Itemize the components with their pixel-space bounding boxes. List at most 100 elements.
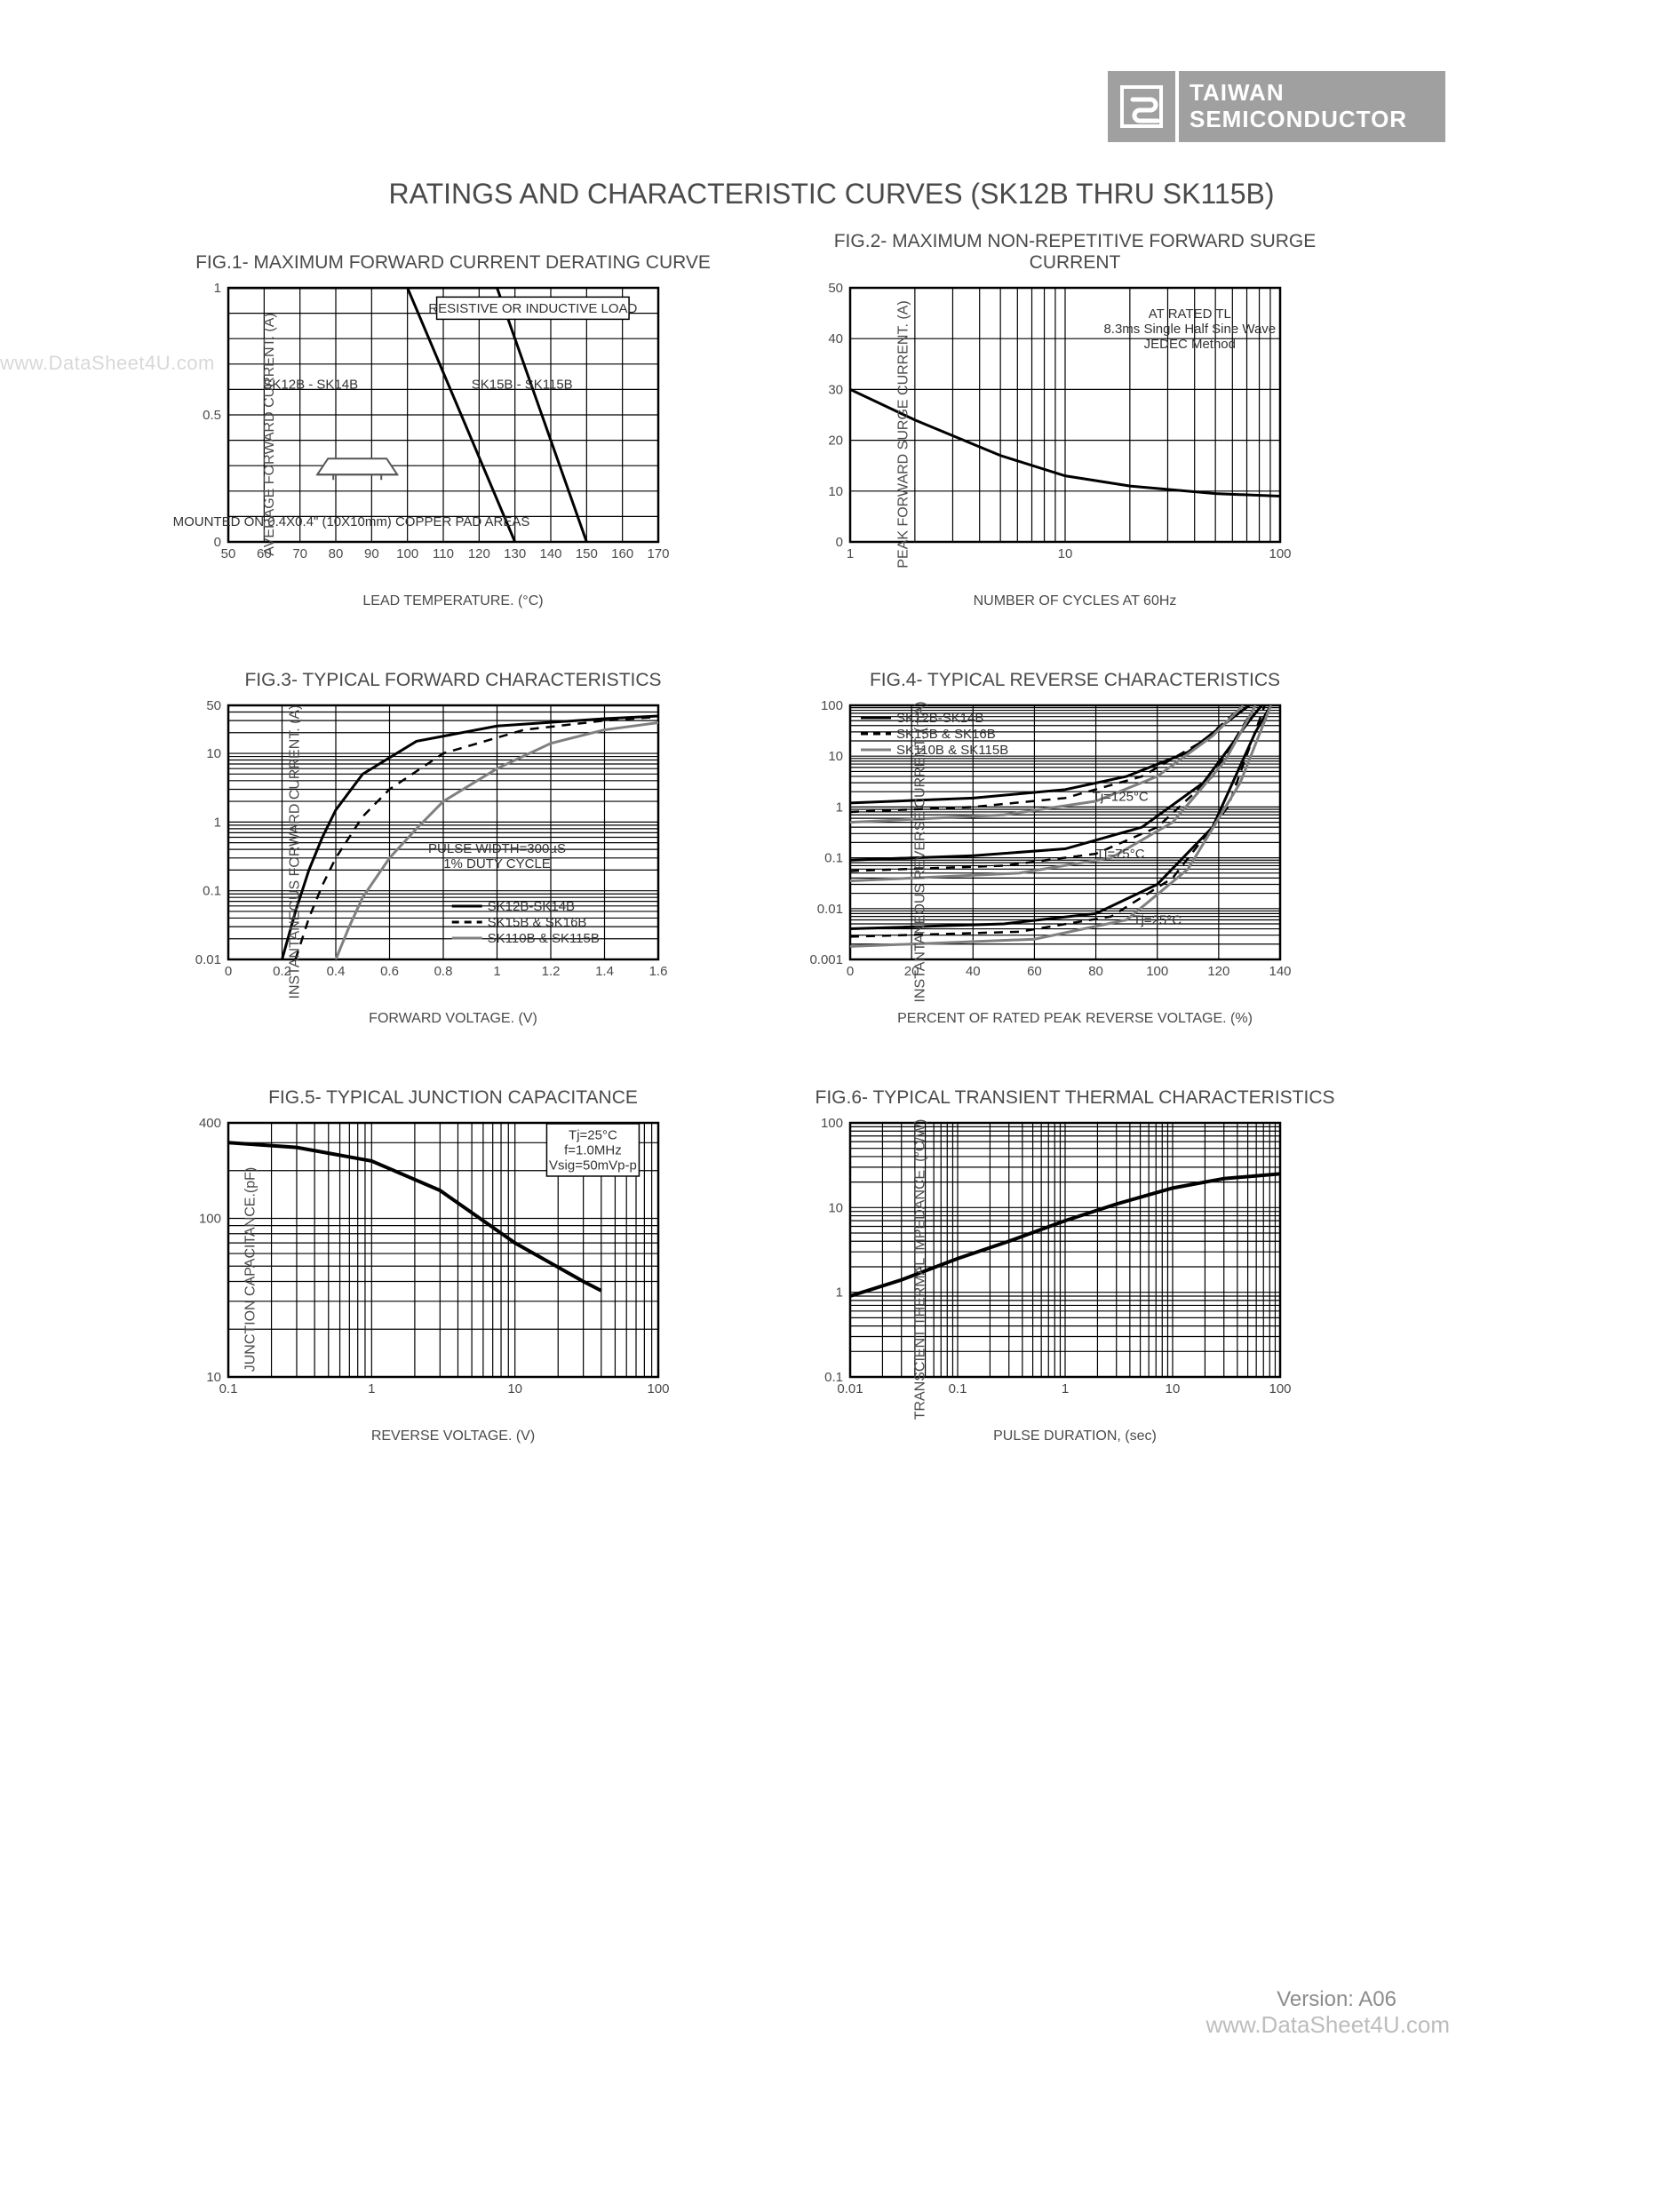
fig4-plot: INSTANTANEOUS REVERSE CURRENT. (mA) 0204… <box>795 696 1355 1007</box>
svg-text:0.5: 0.5 <box>203 408 221 423</box>
svg-text:400: 400 <box>199 1116 221 1131</box>
brand-logo: TAIWAN SEMICONDUCTOR <box>1108 71 1445 142</box>
svg-text:100: 100 <box>396 546 418 561</box>
svg-text:1: 1 <box>214 281 221 296</box>
svg-text:160: 160 <box>611 546 633 561</box>
svg-text:40: 40 <box>966 964 981 979</box>
svg-text:f=1.0MHz: f=1.0MHz <box>564 1142 622 1158</box>
svg-text:20: 20 <box>828 434 843 449</box>
svg-text:RESISTIVE OR INDUCTIVE LOAD: RESISTIVE OR INDUCTIVE LOAD <box>428 301 637 316</box>
svg-text:10: 10 <box>1166 1381 1181 1396</box>
svg-text:SK12B-SK14B: SK12B-SK14B <box>488 899 575 914</box>
svg-text:Vsig=50mVp-p: Vsig=50mVp-p <box>549 1158 637 1173</box>
svg-text:100: 100 <box>1269 546 1291 561</box>
fig6-title: FIG.6- TYPICAL TRANSIENT THERMAL CHARACT… <box>795 1066 1355 1109</box>
svg-text:90: 90 <box>364 546 379 561</box>
svg-text:0.01: 0.01 <box>817 902 843 917</box>
fig3-title: FIG.3- TYPICAL FORWARD CHARACTERISTICS <box>173 648 733 691</box>
svg-text:PCB MOUNTED ON 0.4X0.4" (10X10: PCB MOUNTED ON 0.4X0.4" (10X10mm) COPPER… <box>173 514 529 529</box>
svg-text:10: 10 <box>828 749 843 764</box>
svg-text:130: 130 <box>504 546 526 561</box>
svg-text:40: 40 <box>828 331 843 346</box>
svg-text:10: 10 <box>206 746 221 761</box>
svg-text:100: 100 <box>1146 964 1168 979</box>
svg-text:150: 150 <box>576 546 598 561</box>
svg-text:0.01: 0.01 <box>195 952 221 967</box>
svg-text:0: 0 <box>847 964 854 979</box>
svg-text:0: 0 <box>836 535 843 550</box>
svg-text:30: 30 <box>828 383 843 398</box>
fig5-xlabel: REVERSE VOLTAGE. (V) <box>173 1428 733 1444</box>
page-title: RATINGS AND CHARACTERISTIC CURVES (SK12B… <box>0 178 1663 211</box>
fig4-chart: FIG.4- TYPICAL REVERSE CHARACTERISTICS I… <box>795 648 1355 1022</box>
svg-text:0.1: 0.1 <box>203 884 221 899</box>
fig3-plot: INSTANTANEOUS FORWARD CURRENT. (A) 00.20… <box>173 696 733 1007</box>
svg-text:1: 1 <box>836 800 843 815</box>
svg-text:60: 60 <box>1027 964 1042 979</box>
svg-text:1.6: 1.6 <box>649 964 668 979</box>
svg-text:JEDEC Method: JEDEC Method <box>1144 337 1236 352</box>
fig5-title: FIG.5- TYPICAL JUNCTION CAPACITANCE <box>173 1066 733 1109</box>
svg-text:Tj=25°C: Tj=25°C <box>1133 912 1182 927</box>
svg-text:PULSE WIDTH=300µS: PULSE WIDTH=300µS <box>428 841 566 856</box>
svg-text:50: 50 <box>828 281 843 296</box>
svg-text:0.1: 0.1 <box>824 851 843 866</box>
svg-text:10: 10 <box>507 1381 522 1396</box>
svg-text:100: 100 <box>1269 1381 1291 1396</box>
fig2-xlabel: NUMBER OF CYCLES AT 60Hz <box>795 593 1355 609</box>
fig6-plot: TRANSCIENT THERMAL IMPEDANCE. (°C/W) 0.0… <box>795 1114 1355 1425</box>
svg-text:Tj=125°C: Tj=125°C <box>1093 790 1149 805</box>
fig3-ylabel: INSTANTANEOUS FORWARD CURRENT. (A) <box>287 705 303 999</box>
svg-text:140: 140 <box>1269 964 1291 979</box>
fig1-xlabel: LEAD TEMPERATURE. (°C) <box>173 593 733 609</box>
svg-text:0.1: 0.1 <box>219 1381 238 1396</box>
svg-text:120: 120 <box>468 546 490 561</box>
logo-text: TAIWAN SEMICONDUCTOR <box>1179 71 1445 142</box>
fig6-ylabel: TRANSCIENT THERMAL IMPEDANCE. (°C/W) <box>912 1119 928 1420</box>
svg-text:0.1: 0.1 <box>949 1381 967 1396</box>
svg-text:10: 10 <box>206 1370 221 1385</box>
svg-text:80: 80 <box>329 546 344 561</box>
svg-text:SK110B & SK115B: SK110B & SK115B <box>488 931 600 946</box>
svg-text:1: 1 <box>214 815 221 830</box>
svg-text:80: 80 <box>1088 964 1103 979</box>
svg-text:100: 100 <box>821 698 843 713</box>
fig5-ylabel: JUNCTION CAPACITANCE.(pF) <box>243 1167 259 1373</box>
svg-text:10: 10 <box>828 1200 843 1215</box>
svg-text:170: 170 <box>647 546 669 561</box>
fig1-chart: FIG.1- MAXIMUM FORWARD CURRENT DERATING … <box>173 231 733 604</box>
logo-mark-icon <box>1108 71 1179 142</box>
fig3-xlabel: FORWARD VOLTAGE. (V) <box>173 1011 733 1027</box>
svg-text:0.8: 0.8 <box>434 964 453 979</box>
svg-text:SK15B & SK16B: SK15B & SK16B <box>896 727 996 742</box>
svg-text:70: 70 <box>292 546 307 561</box>
svg-text:50: 50 <box>206 698 221 713</box>
svg-text:1: 1 <box>836 1285 843 1301</box>
svg-text:SK15B - SK115B: SK15B - SK115B <box>472 378 573 393</box>
fig5-chart: FIG.5- TYPICAL JUNCTION CAPACITANCE JUNC… <box>173 1066 733 1439</box>
fig6-xlabel: PULSE DURATION, (sec) <box>795 1428 1355 1444</box>
svg-text:0.1: 0.1 <box>824 1370 843 1385</box>
fig6-chart: FIG.6- TYPICAL TRANSIENT THERMAL CHARACT… <box>795 1066 1355 1439</box>
watermark-bottom: www.DataSheet4U.com <box>1205 2011 1450 2039</box>
fig4-ylabel: INSTANTANEOUS REVERSE CURRENT. (mA) <box>913 702 929 1003</box>
svg-text:SK12B-SK14B: SK12B-SK14B <box>896 711 983 726</box>
svg-text:100: 100 <box>199 1211 221 1226</box>
svg-text:10: 10 <box>828 484 843 499</box>
svg-text:50: 50 <box>221 546 236 561</box>
svg-text:1.4: 1.4 <box>595 964 614 979</box>
svg-text:8.3ms Single Half Sine Wave: 8.3ms Single Half Sine Wave <box>1103 322 1276 337</box>
svg-text:1% DUTY CYCLE: 1% DUTY CYCLE <box>443 856 551 871</box>
fig2-title: FIG.2- MAXIMUM NON-REPETITIVE FORWARD SU… <box>795 231 1355 274</box>
svg-text:0: 0 <box>214 535 221 550</box>
fig4-xlabel: PERCENT OF RATED PEAK REVERSE VOLTAGE. (… <box>795 1011 1355 1027</box>
fig4-title: FIG.4- TYPICAL REVERSE CHARACTERISTICS <box>795 648 1355 691</box>
svg-text:0.001: 0.001 <box>809 952 843 967</box>
fig1-ylabel: AVERAGE FORWARD CURRENT. (A) <box>262 313 278 556</box>
fig3-chart: FIG.3- TYPICAL FORWARD CHARACTERISTICS I… <box>173 648 733 1022</box>
svg-text:Tj=75°C: Tj=75°C <box>1096 847 1145 862</box>
svg-text:AT RATED TL: AT RATED TL <box>1149 306 1231 322</box>
fig5-plot: JUNCTION CAPACITANCE.(pF) 0.111010010100… <box>173 1114 733 1425</box>
svg-text:0.4: 0.4 <box>327 964 346 979</box>
fig2-ylabel: PEAK FORWARD SURGE CURRENT. (A) <box>896 301 912 569</box>
